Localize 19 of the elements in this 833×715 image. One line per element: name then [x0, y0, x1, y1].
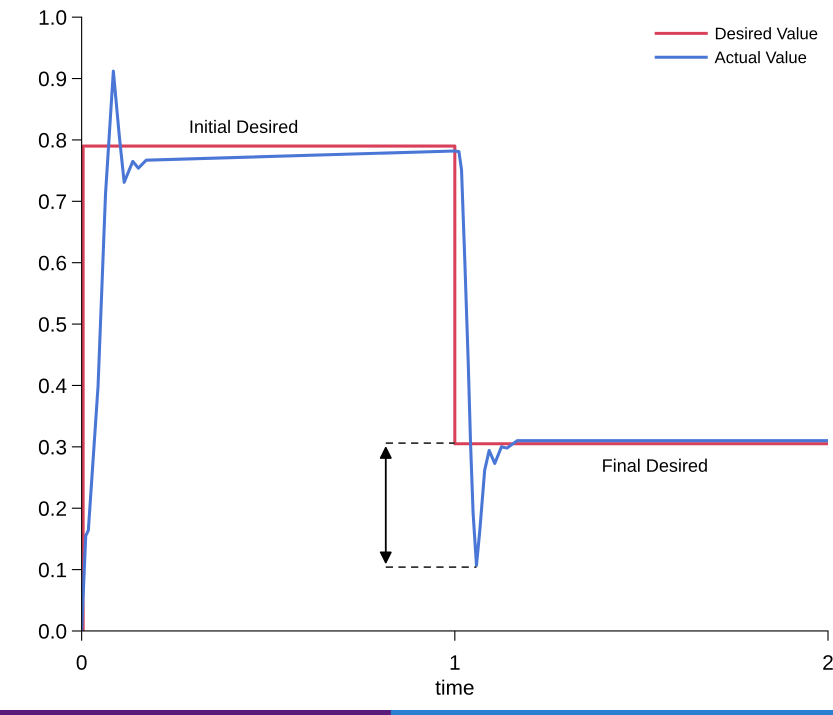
annotation: Final Desired [603, 458, 707, 472]
y-tick-label: 0.9 [38, 72, 66, 86]
y-tick-label: 0.3 [38, 440, 66, 455]
annotation: Initial Desired [190, 120, 298, 134]
y-tick-label: 0.6 [38, 256, 66, 270]
legend-label: Desired Value [716, 27, 818, 40]
y-tick-label: 1.0 [40, 10, 66, 25]
x-tick-label: 0 [76, 655, 87, 670]
x-tick-label: 1 [450, 655, 460, 670]
y-tick-label: 0.8 [38, 132, 66, 148]
y-tick-label: 0.7 [38, 194, 66, 210]
legend-label: Actual Value [714, 51, 806, 64]
x-tick-label: 2 [823, 655, 833, 670]
y-tick-label: 0.4 [38, 378, 66, 394]
y-tick-label: 0.5 [38, 317, 66, 332]
y-tick-label: 0.0 [38, 624, 66, 639]
x-axis-title: time [435, 680, 474, 695]
y-tick-label: 0.1 [38, 562, 66, 578]
y-tick-label: 0.2 [38, 501, 66, 516]
